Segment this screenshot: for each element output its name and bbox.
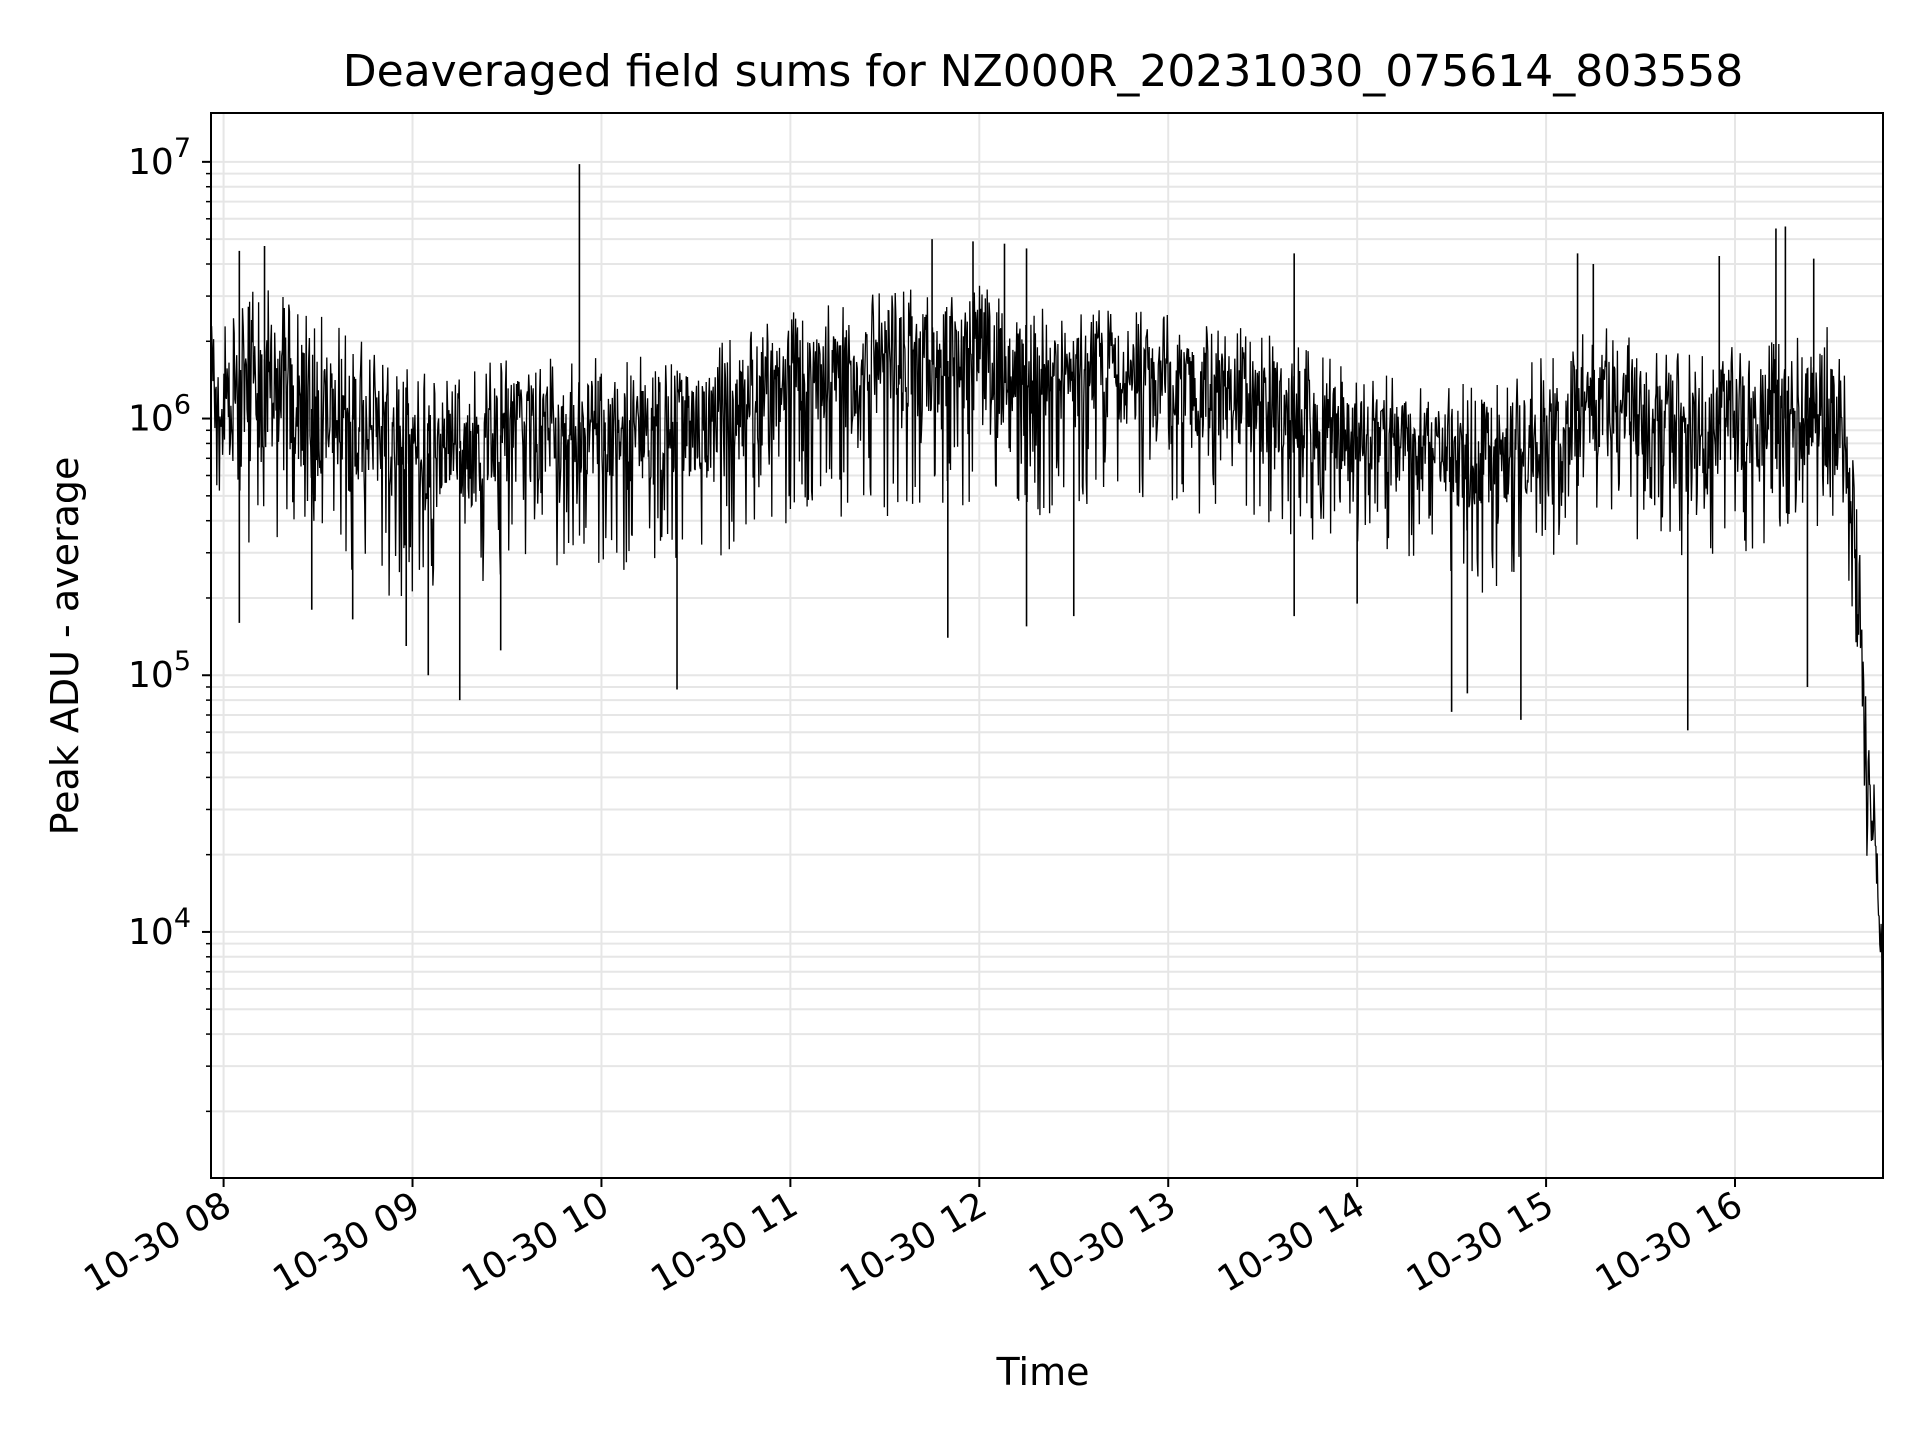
y-axis-label: Peak ADU - average xyxy=(43,457,87,836)
chart-title: Deaveraged field sums for NZ000R_2023103… xyxy=(343,46,1743,97)
y-tick-label: 104 xyxy=(128,903,191,953)
y-axis: 104 105 106 107 xyxy=(128,133,211,1113)
y-tick-label: 107 xyxy=(128,133,191,183)
y-tick-label: 106 xyxy=(128,390,191,440)
x-axis-label: Time xyxy=(996,1350,1090,1394)
plot-frame xyxy=(210,112,1884,1179)
y-tick-label: 105 xyxy=(128,646,191,696)
y-grid xyxy=(211,160,1883,1113)
series-layer xyxy=(210,164,1884,1061)
plot-background xyxy=(211,113,1883,1178)
data-line xyxy=(210,285,1884,1061)
plot-area xyxy=(210,112,1884,1179)
x-grid xyxy=(222,113,1737,1178)
